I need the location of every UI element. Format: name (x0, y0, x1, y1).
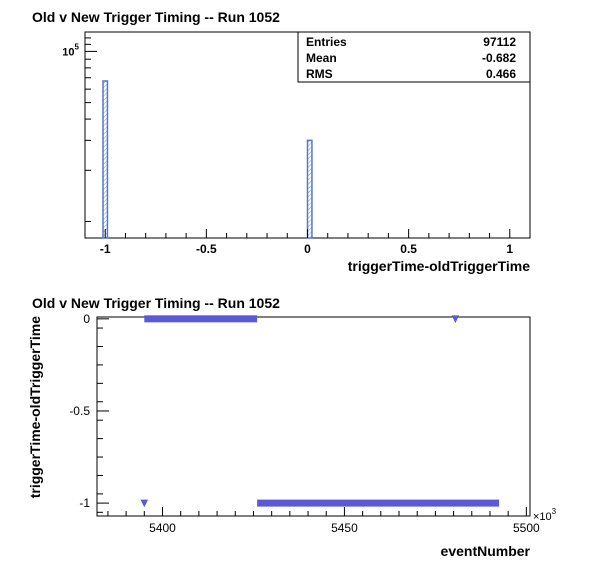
y-tick-label: 105 (62, 42, 79, 58)
y-axis-label: triggerTime-oldTriggerTime (27, 316, 43, 499)
stats-value: 97112 (483, 35, 516, 49)
x-tick-label: 5500 (513, 521, 540, 535)
stats-value: -0.682 (482, 51, 516, 65)
x-tick-label: 5450 (331, 521, 358, 535)
data-point-1 (140, 499, 149, 508)
x-axis-label: eventNumber (441, 543, 531, 559)
data-segment-1 (257, 499, 500, 507)
histogram-panel: Old v New Trigger Timing -- Run 1052 -1-… (32, 9, 531, 274)
stats-label: Entries (306, 35, 347, 49)
plot-frame (96, 316, 531, 517)
x-tick-label: 1 (506, 242, 513, 256)
x-tick-label: 0 (304, 242, 311, 256)
histogram-bar-1 (306, 139, 313, 239)
scatter-title: Old v New Trigger Timing -- Run 1052 (32, 295, 280, 311)
stats-label: RMS (306, 67, 333, 81)
x-tick-label: 5400 (149, 521, 176, 535)
y-tick-label: -0.5 (69, 404, 90, 418)
x-tick-label: 0.5 (400, 242, 417, 256)
x-tick-label: -0.5 (196, 242, 217, 256)
x-axis-label: triggerTime-oldTriggerTime (348, 258, 531, 274)
histogram-bar-0 (102, 80, 109, 239)
scatter-panel: Old v New Trigger Timing -- Run 1052 540… (0, 286, 596, 572)
histogram-chart: -1 -0.5 0 0.5 1 105 triggerTime-oldTriggerTime… (62, 31, 531, 274)
y-tick-label: 0 (83, 312, 90, 326)
stats-value: 0.466 (486, 67, 516, 81)
x-multiplier-label: ×103 (533, 507, 557, 523)
y-tick-label: -1 (79, 496, 90, 510)
histogram-title: Old v New Trigger Timing -- Run 1052 (32, 9, 280, 25)
stats-label: Mean (306, 51, 337, 65)
scatter-chart: 5400 5450 5500 0 -0.5 -1 ×103 eventNumber trigge… (27, 312, 557, 559)
stats-box (297, 31, 531, 83)
x-tick-label: -1 (100, 242, 111, 256)
data-point-0 (451, 315, 460, 323)
data-segment-0 (144, 315, 258, 323)
